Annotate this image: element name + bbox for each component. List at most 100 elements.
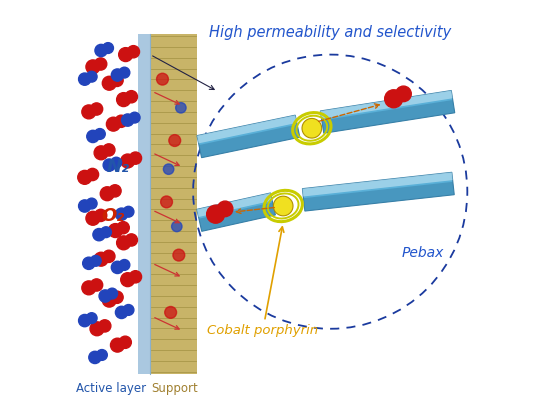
- Circle shape: [95, 58, 107, 70]
- Polygon shape: [320, 91, 453, 119]
- Circle shape: [119, 260, 130, 270]
- Circle shape: [93, 229, 105, 241]
- Circle shape: [165, 307, 177, 318]
- Circle shape: [111, 261, 124, 274]
- Polygon shape: [322, 100, 455, 133]
- Text: N₂: N₂: [106, 158, 129, 176]
- Circle shape: [111, 74, 123, 87]
- Circle shape: [169, 135, 180, 146]
- Circle shape: [78, 171, 92, 184]
- Circle shape: [87, 130, 99, 143]
- Polygon shape: [302, 172, 454, 211]
- Circle shape: [79, 200, 91, 212]
- Circle shape: [94, 252, 108, 266]
- Circle shape: [395, 86, 411, 102]
- Circle shape: [86, 71, 97, 82]
- Circle shape: [102, 76, 116, 90]
- Circle shape: [173, 249, 185, 261]
- Text: High permeability and selectivity: High permeability and selectivity: [209, 25, 452, 40]
- Circle shape: [101, 227, 112, 238]
- Circle shape: [90, 279, 103, 291]
- Circle shape: [82, 281, 96, 295]
- Circle shape: [120, 154, 135, 168]
- Polygon shape: [197, 193, 276, 231]
- Circle shape: [103, 250, 115, 262]
- Circle shape: [107, 288, 118, 299]
- Circle shape: [123, 206, 134, 217]
- Circle shape: [125, 234, 138, 246]
- Circle shape: [94, 146, 108, 160]
- Circle shape: [122, 114, 134, 126]
- Circle shape: [172, 221, 182, 232]
- Bar: [138, 34, 150, 374]
- Circle shape: [129, 271, 141, 283]
- Circle shape: [90, 322, 104, 336]
- Circle shape: [273, 196, 293, 216]
- Circle shape: [79, 73, 91, 85]
- Circle shape: [82, 105, 96, 119]
- Circle shape: [119, 67, 130, 78]
- Circle shape: [116, 208, 128, 220]
- Circle shape: [119, 336, 131, 349]
- Circle shape: [108, 224, 122, 237]
- Text: Cobalt porphyrin: Cobalt porphyrin: [207, 227, 318, 337]
- Circle shape: [86, 198, 97, 209]
- Circle shape: [117, 93, 130, 107]
- Circle shape: [79, 314, 91, 327]
- Circle shape: [95, 44, 107, 56]
- Circle shape: [111, 157, 122, 168]
- Circle shape: [116, 306, 128, 318]
- Text: Active layer: Active layer: [76, 382, 146, 395]
- Circle shape: [95, 209, 107, 222]
- Circle shape: [163, 164, 174, 174]
- Polygon shape: [302, 172, 453, 197]
- Circle shape: [175, 103, 186, 113]
- Circle shape: [127, 46, 140, 58]
- Circle shape: [123, 304, 134, 315]
- Circle shape: [207, 205, 224, 223]
- Circle shape: [129, 112, 140, 123]
- Circle shape: [161, 196, 173, 208]
- Polygon shape: [320, 91, 455, 133]
- Circle shape: [90, 103, 103, 115]
- Text: Pebax: Pebax: [401, 246, 443, 260]
- Circle shape: [103, 144, 115, 156]
- Circle shape: [302, 118, 322, 138]
- Circle shape: [115, 115, 127, 127]
- Circle shape: [86, 313, 97, 323]
- Circle shape: [102, 293, 116, 307]
- Circle shape: [90, 255, 101, 266]
- Circle shape: [109, 185, 121, 197]
- Circle shape: [111, 338, 124, 352]
- Polygon shape: [197, 115, 300, 158]
- Circle shape: [119, 48, 133, 61]
- Circle shape: [106, 117, 120, 131]
- Circle shape: [125, 91, 138, 103]
- Circle shape: [86, 60, 100, 74]
- Circle shape: [111, 69, 124, 81]
- Circle shape: [95, 129, 105, 139]
- Circle shape: [217, 201, 233, 217]
- Circle shape: [120, 273, 135, 287]
- Circle shape: [103, 159, 116, 171]
- Circle shape: [117, 222, 129, 234]
- Circle shape: [100, 187, 114, 201]
- Polygon shape: [304, 182, 454, 211]
- Circle shape: [86, 211, 100, 225]
- Circle shape: [86, 169, 98, 180]
- Text: O₂: O₂: [101, 207, 124, 225]
- Circle shape: [111, 291, 123, 303]
- Circle shape: [99, 290, 111, 302]
- Circle shape: [157, 73, 168, 85]
- Polygon shape: [199, 124, 300, 158]
- Circle shape: [103, 42, 113, 54]
- Circle shape: [82, 257, 95, 269]
- Circle shape: [89, 351, 101, 363]
- Circle shape: [117, 236, 130, 250]
- Circle shape: [98, 320, 111, 332]
- Circle shape: [96, 349, 107, 360]
- Text: Support: Support: [151, 382, 198, 395]
- Circle shape: [129, 152, 141, 164]
- Polygon shape: [199, 202, 276, 231]
- Circle shape: [384, 90, 403, 108]
